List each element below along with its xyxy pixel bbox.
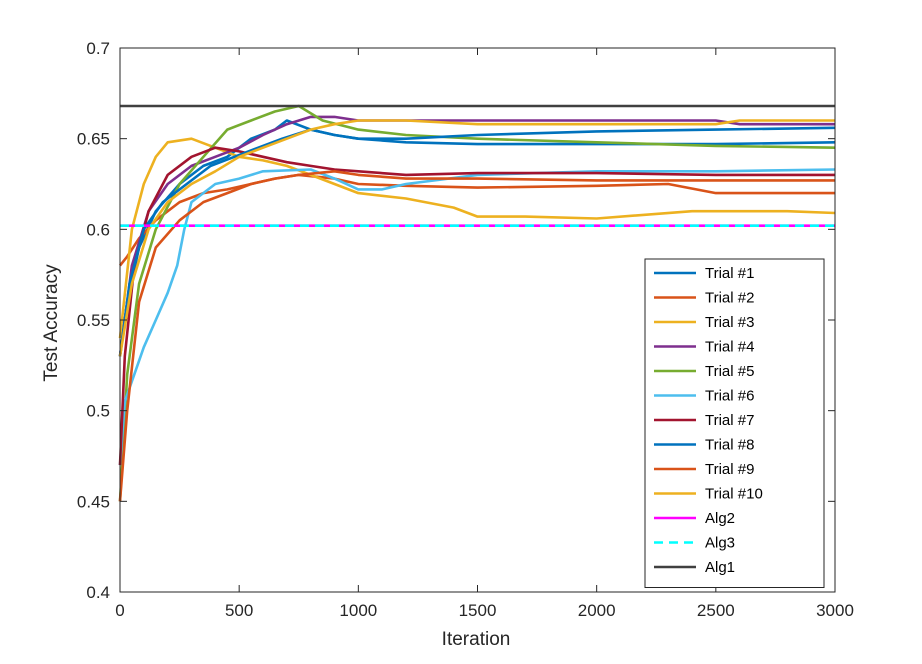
y-tick-label: 0.6 [86, 220, 110, 239]
legend-label: Trial #4 [705, 339, 754, 356]
legend-label: Trial #1 [705, 265, 754, 282]
x-tick-label: 3000 [816, 601, 854, 620]
y-tick-label: 0.5 [86, 402, 110, 421]
x-tick-label: 0 [115, 601, 124, 620]
series-line-8 [118, 126, 836, 357]
legend-label: Trial #5 [705, 363, 754, 380]
series-line-4 [118, 115, 835, 357]
legend-label: Alg1 [705, 559, 735, 576]
legend-label: Alg2 [705, 510, 735, 527]
y-tick-label: 0.55 [77, 311, 110, 330]
legend-box [644, 258, 825, 588]
y-tick-label: 0.45 [77, 492, 110, 511]
x-tick-label: 1500 [459, 601, 497, 620]
y-axis-label: Test Accuracy [41, 264, 62, 382]
legend-label: Trial #2 [705, 290, 754, 307]
x-axis-label: Iteration [442, 629, 511, 650]
legend-label: Trial #8 [705, 437, 754, 454]
series-line-9 [118, 170, 835, 502]
legend-label: Trial #7 [705, 412, 754, 429]
series-line-10 [118, 119, 835, 357]
x-tick-label: 2000 [578, 601, 616, 620]
y-tick-label: 0.65 [77, 130, 110, 149]
y-tick-label: 0.7 [86, 39, 110, 58]
x-tick-label: 2500 [697, 601, 735, 620]
y-tick-label: 0.4 [86, 583, 110, 602]
x-tick-label: 500 [225, 601, 253, 620]
axes-layer: 0 500 1000 1500 2000 2500 3000 0.4 0.45 0.5 0.55 0.… [77, 39, 854, 620]
legend-label: Alg3 [705, 535, 735, 552]
series-layer [118, 104, 836, 502]
legend-label: Trial #9 [705, 461, 754, 478]
legend-label: Trial #6 [705, 388, 754, 405]
x-tick-label: 1000 [339, 601, 377, 620]
legend-label: Trial #3 [705, 314, 754, 331]
series-line-7 [118, 146, 835, 466]
series-line-5 [118, 104, 836, 502]
legend-label: Trial #10 [705, 486, 763, 503]
legend: Trial #1 Trial #2 Trial #3 Trial #4 Trial #5… [644, 258, 825, 588]
